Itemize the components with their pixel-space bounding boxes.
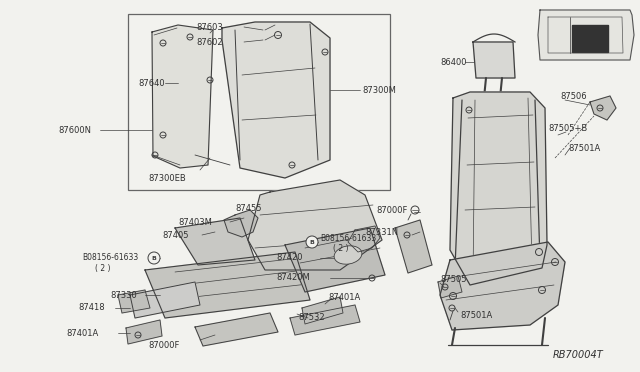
- Text: 87000F: 87000F: [148, 340, 179, 350]
- Polygon shape: [224, 210, 258, 237]
- Text: 87640: 87640: [138, 78, 164, 87]
- Text: 87418: 87418: [78, 304, 104, 312]
- Text: 87401A: 87401A: [66, 328, 99, 337]
- Text: 87331N: 87331N: [365, 228, 398, 237]
- Polygon shape: [152, 25, 213, 168]
- Text: 87506: 87506: [560, 92, 587, 100]
- Polygon shape: [450, 92, 547, 285]
- Polygon shape: [222, 22, 330, 178]
- Text: 87505: 87505: [440, 276, 467, 285]
- Polygon shape: [438, 276, 462, 298]
- Text: 87405: 87405: [162, 231, 189, 240]
- Polygon shape: [118, 290, 150, 313]
- Bar: [128, 14, 390, 190]
- Text: B08156-61633: B08156-61633: [320, 234, 376, 243]
- Polygon shape: [285, 228, 385, 292]
- Text: 87330: 87330: [110, 291, 137, 299]
- Text: 87600N: 87600N: [58, 125, 91, 135]
- Polygon shape: [395, 220, 432, 273]
- Text: 87505+B: 87505+B: [548, 124, 588, 132]
- Polygon shape: [130, 282, 200, 318]
- Text: 87603: 87603: [196, 22, 223, 32]
- Polygon shape: [248, 180, 382, 270]
- Polygon shape: [572, 25, 608, 52]
- Polygon shape: [538, 10, 634, 60]
- Text: 87300EB: 87300EB: [148, 173, 186, 183]
- Polygon shape: [473, 42, 515, 78]
- Text: 87401A: 87401A: [328, 294, 360, 302]
- Text: 86400: 86400: [440, 58, 467, 67]
- Polygon shape: [290, 305, 360, 335]
- Text: ( 2 ): ( 2 ): [95, 263, 111, 273]
- Text: 87602: 87602: [196, 38, 223, 46]
- Polygon shape: [440, 242, 565, 330]
- Text: ( 2 ): ( 2 ): [333, 244, 349, 253]
- Text: 87000F: 87000F: [376, 205, 408, 215]
- Text: 87455: 87455: [235, 203, 262, 212]
- Polygon shape: [126, 320, 162, 344]
- Polygon shape: [145, 252, 310, 318]
- Polygon shape: [348, 226, 380, 252]
- Polygon shape: [302, 297, 343, 324]
- Text: 87501A: 87501A: [460, 311, 492, 320]
- Polygon shape: [175, 218, 255, 265]
- Ellipse shape: [334, 246, 362, 264]
- Text: RB70004T: RB70004T: [553, 350, 604, 360]
- Text: B: B: [152, 256, 156, 260]
- Text: 87501A: 87501A: [568, 144, 600, 153]
- Circle shape: [306, 236, 318, 248]
- Polygon shape: [195, 313, 278, 346]
- Text: 87420: 87420: [276, 253, 303, 263]
- Text: B08156-61633: B08156-61633: [82, 253, 138, 263]
- Circle shape: [148, 252, 160, 264]
- Text: 87532: 87532: [298, 314, 324, 323]
- Text: 87420M: 87420M: [276, 273, 310, 282]
- Polygon shape: [590, 96, 616, 120]
- Text: 87403M: 87403M: [178, 218, 212, 227]
- Text: B: B: [310, 240, 314, 244]
- Text: 87300M: 87300M: [362, 86, 396, 94]
